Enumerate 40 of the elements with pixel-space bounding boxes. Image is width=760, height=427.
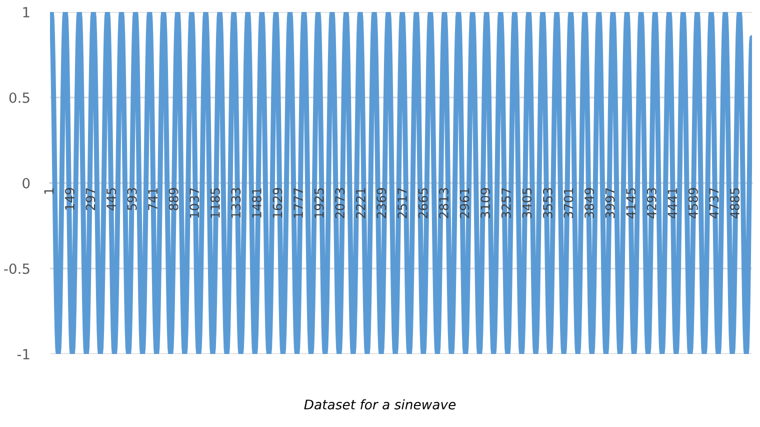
x-tick-label: 4737 (709, 188, 719, 218)
x-tick-label: 2961 (460, 188, 470, 218)
y-tick-label: -0.5 (4, 263, 30, 274)
x-tick-label: 1037 (190, 188, 200, 218)
x-tick-label: 1925 (314, 188, 324, 218)
x-tick-label: 3257 (501, 188, 511, 218)
x-tick-label: 741 (148, 188, 158, 210)
y-tick-label: -1 (17, 349, 30, 360)
x-tick-label: 889 (168, 188, 178, 210)
x-tick-label: 1629 (272, 188, 282, 218)
x-tick-label: 4589 (688, 188, 698, 218)
x-tick-label: 2813 (439, 188, 449, 218)
x-tick-label: 1185 (210, 188, 220, 218)
x-tick-label: 2073 (335, 188, 345, 218)
y-tick-label: 0 (22, 178, 30, 188)
x-tick-label: 2517 (397, 188, 407, 218)
x-tick-label: 3701 (564, 188, 574, 218)
x-tick-label: 2221 (356, 188, 366, 218)
text: Dataset for a sinewave (304, 399, 456, 410)
x-tick-label: 3405 (522, 188, 532, 218)
x-tick-label: 4145 (626, 188, 636, 218)
x-tick-label: 4885 (730, 188, 740, 218)
x-tick-label: 3553 (542, 188, 552, 218)
x-tick-label: 2665 (418, 188, 428, 218)
x-tick-label: 149 (64, 188, 74, 210)
x-tick-label: 3109 (480, 188, 490, 218)
x-tick-label: 3849 (584, 188, 594, 218)
x-tick-label: 1 (44, 188, 54, 194)
x-tick-label: 445 (106, 188, 116, 210)
x-tick-label: 1777 (294, 188, 303, 218)
x-tick-label: 4441 (668, 188, 677, 218)
x-tick-label: 1481 (252, 188, 262, 218)
y-tick-label: 0.5 (9, 92, 30, 103)
x-tick-label: 3997 (605, 188, 615, 218)
x-tick-label: 593 (127, 188, 137, 210)
x-tick-label: 297 (86, 188, 96, 210)
x-tick-label: 2369 (376, 188, 386, 218)
x-tick-label: 4293 (646, 188, 656, 218)
y-tick-label: 1 (23, 7, 30, 18)
x-tick-label: 1333 (231, 188, 241, 218)
